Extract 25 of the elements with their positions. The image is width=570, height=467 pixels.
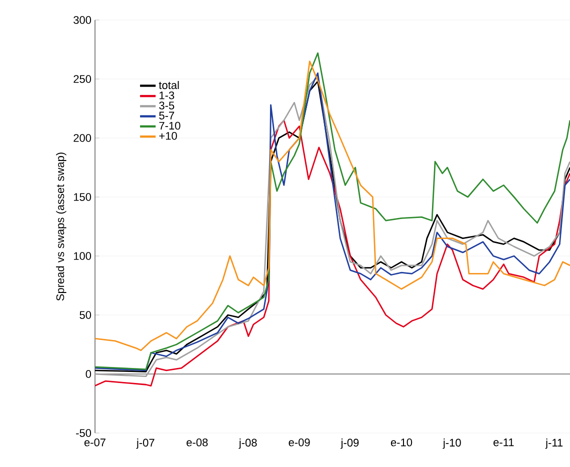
x-tick-label: e-11 bbox=[494, 438, 514, 446]
legend-label: 1-3 bbox=[160, 91, 174, 100]
y-tick-label: 100 bbox=[74, 252, 92, 260]
x-tick-label: j-09 bbox=[340, 438, 359, 449]
legend-label: total bbox=[158, 81, 179, 90]
x-tick-label: e-10 bbox=[390, 438, 412, 446]
x-tick-label: j-07 bbox=[136, 438, 154, 449]
x-tick-label: j-11 bbox=[545, 438, 563, 449]
x-tick-label: e-09 bbox=[288, 438, 310, 446]
y-tick-label: 0 bbox=[86, 370, 92, 378]
legend-label: 3-5 bbox=[159, 102, 174, 110]
legend-label: +10 bbox=[159, 132, 177, 140]
legend-label: 7-10 bbox=[159, 122, 180, 130]
x-tick-label: e-07 bbox=[84, 438, 106, 446]
y-axis-title: Spread vs swaps (asset swap) bbox=[56, 152, 66, 301]
legend-label: 5-7 bbox=[159, 112, 174, 120]
x-tick-label: e-08 bbox=[186, 438, 208, 446]
x-tick-label: j-10 bbox=[442, 438, 461, 449]
y-tick-label: 300 bbox=[74, 16, 92, 24]
y-tick-label: 150 bbox=[74, 193, 92, 201]
y-tick-label: 250 bbox=[74, 75, 92, 83]
y-tick-label: 50 bbox=[80, 311, 92, 319]
x-tick-label: j-08 bbox=[238, 438, 257, 449]
y-tick-label: -50 bbox=[76, 429, 92, 437]
y-tick-label: 200 bbox=[74, 134, 92, 142]
